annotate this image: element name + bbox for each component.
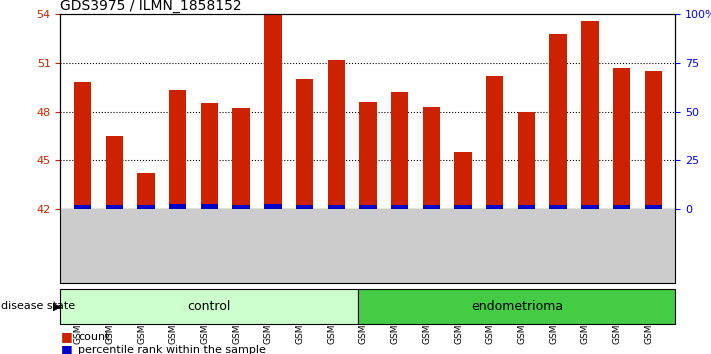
- Text: count: count: [78, 332, 109, 342]
- Bar: [422, 205, 440, 209]
- Bar: [422, 107, 440, 209]
- Bar: [581, 205, 599, 209]
- Bar: [296, 205, 314, 209]
- Bar: [359, 205, 377, 209]
- Bar: [137, 173, 155, 209]
- Bar: [359, 102, 377, 209]
- Bar: [264, 14, 282, 209]
- Bar: [60, 289, 358, 324]
- Bar: [391, 92, 408, 209]
- Bar: [169, 90, 186, 209]
- Bar: [550, 34, 567, 209]
- Bar: [454, 205, 472, 209]
- Bar: [201, 204, 218, 209]
- Bar: [391, 205, 408, 209]
- Bar: [454, 152, 472, 209]
- Text: endometrioma: endometrioma: [471, 300, 563, 313]
- Text: disease state: disease state: [1, 301, 75, 311]
- Bar: [645, 71, 662, 209]
- Text: ■: ■: [60, 343, 73, 354]
- Bar: [232, 205, 250, 209]
- Text: percentile rank within the sample: percentile rank within the sample: [78, 345, 266, 354]
- Bar: [106, 205, 123, 209]
- Bar: [518, 112, 535, 209]
- Bar: [328, 205, 345, 209]
- Bar: [550, 205, 567, 209]
- Bar: [264, 204, 282, 209]
- Bar: [232, 108, 250, 209]
- Bar: [169, 204, 186, 209]
- Text: control: control: [188, 300, 231, 313]
- Text: ▶: ▶: [53, 301, 61, 311]
- Bar: [486, 205, 503, 209]
- Bar: [613, 205, 630, 209]
- Bar: [486, 76, 503, 209]
- Bar: [358, 289, 675, 324]
- Bar: [581, 21, 599, 209]
- Text: ■: ■: [60, 331, 73, 343]
- Bar: [74, 205, 91, 209]
- Bar: [518, 205, 535, 209]
- Bar: [613, 68, 630, 209]
- Bar: [201, 103, 218, 209]
- Bar: [74, 82, 91, 209]
- Text: GDS3975 / ILMN_1858152: GDS3975 / ILMN_1858152: [60, 0, 242, 13]
- Bar: [106, 136, 123, 209]
- Bar: [645, 205, 662, 209]
- Bar: [328, 59, 345, 209]
- Bar: [137, 205, 155, 209]
- Bar: [296, 79, 314, 209]
